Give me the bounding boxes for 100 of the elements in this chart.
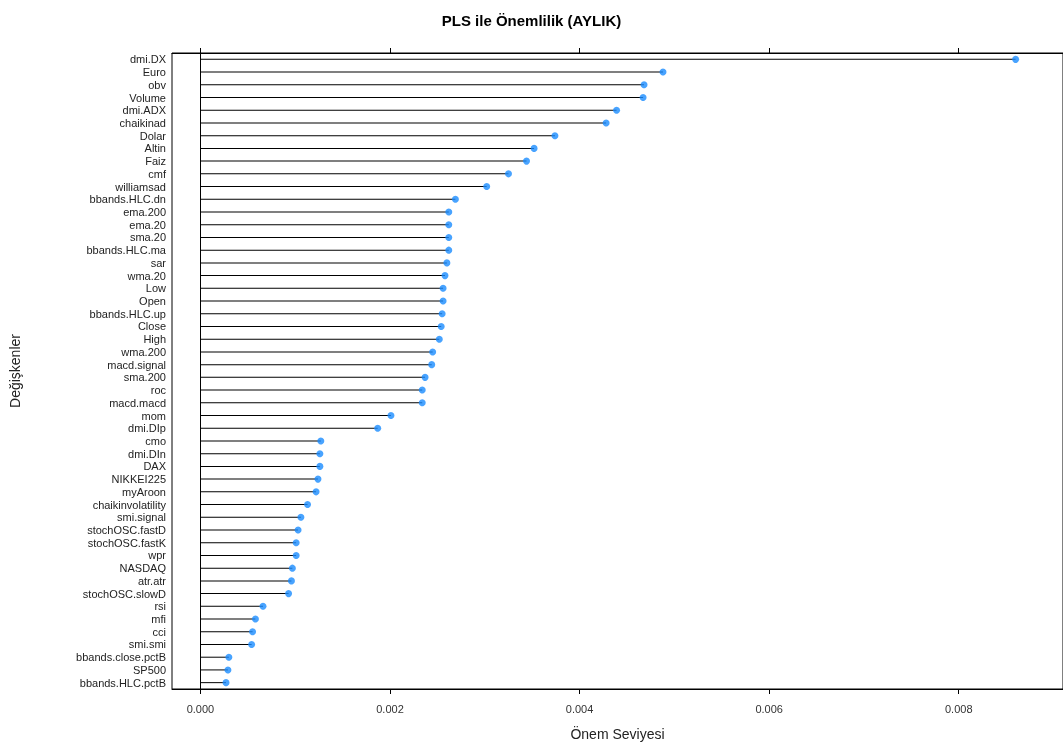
y-tick-label: williamsad <box>114 180 166 193</box>
y-tick-label: SP500 <box>132 663 166 676</box>
y-tick-label: bbands.HLC.dn <box>89 193 166 206</box>
point <box>1012 55 1020 63</box>
point <box>483 183 491 191</box>
chart-title: PLS ile Önemlilik (AYLIK) <box>441 12 622 29</box>
point <box>287 577 295 585</box>
y-tick-label: atr.atr <box>137 574 167 587</box>
y-tick-label: stochOSC.fastD <box>87 524 167 536</box>
y-tick-label: bbands.HLC.pctB <box>79 676 166 689</box>
x-tick-label: 0.008 <box>944 702 973 715</box>
point <box>428 361 436 369</box>
point <box>443 259 451 267</box>
y-tick-label: sma.200 <box>123 371 166 384</box>
point <box>387 412 395 420</box>
y-axis-title: Değişkenler <box>7 333 23 408</box>
point <box>421 373 429 381</box>
x-tick-label: 0.004 <box>565 702 594 715</box>
y-tick-label: sma.20 <box>129 231 166 244</box>
y-tick-label: dmi.DX <box>129 53 167 66</box>
y-tick-label: sar <box>150 256 167 269</box>
y-tick-label: macd.macd <box>109 396 166 409</box>
y-tick-label: Euro <box>142 66 166 79</box>
point <box>429 348 437 356</box>
y-tick-label: myAroon <box>121 485 166 498</box>
y-tick-label: mom <box>141 409 166 422</box>
y-tick-label: stochOSC.fastK <box>87 536 167 549</box>
y-tick-label: smi.smi <box>128 638 166 651</box>
point <box>639 94 647 102</box>
point <box>225 653 233 661</box>
point <box>435 335 443 343</box>
point <box>445 233 453 241</box>
point <box>316 462 324 470</box>
point <box>438 310 446 318</box>
point <box>251 615 259 623</box>
y-tick-label: obv <box>148 78 167 91</box>
y-tick-label: DAX <box>143 460 167 473</box>
point <box>259 602 267 610</box>
y-tick-label: mfi <box>151 613 166 626</box>
y-tick-label: Open <box>139 295 166 308</box>
y-tick-label: rsi <box>154 600 166 613</box>
y-tick-label: Faiz <box>145 155 166 168</box>
point <box>505 170 512 178</box>
point <box>613 106 621 114</box>
y-tick-label: dmi.ADX <box>122 104 167 117</box>
point <box>523 157 530 165</box>
y-tick-label: chaikinad <box>119 116 166 129</box>
point <box>312 488 320 496</box>
x-axis-title: Önem Seviyesi <box>570 725 665 742</box>
point <box>530 144 538 152</box>
y-tick-label: wma.20 <box>126 269 166 282</box>
y-tick-label: bbands.HLC.up <box>89 307 166 320</box>
point <box>441 272 449 280</box>
y-tick-label: roc <box>150 384 167 397</box>
y-tick-label: cmo <box>145 434 166 447</box>
point <box>317 437 325 445</box>
y-tick-label: NIKKEI225 <box>111 473 166 486</box>
point <box>297 513 305 521</box>
point <box>304 501 312 509</box>
x-tick-label: 0.006 <box>755 702 783 715</box>
y-tick-label: dmi.DIp <box>128 422 166 435</box>
y-tick-label: Close <box>137 320 166 333</box>
y-tick-label: ema.20 <box>129 218 166 231</box>
y-tick-label: macd.signal <box>107 358 166 371</box>
y-tick-label: cci <box>152 625 166 638</box>
point <box>374 424 382 432</box>
y-tick-label: bbands.close.pctB <box>76 651 166 664</box>
point <box>249 628 257 636</box>
y-tick-label: ema.200 <box>123 206 166 218</box>
y-tick-label: cmf <box>148 167 167 180</box>
point <box>551 132 559 140</box>
y-tick-label: stochOSC.slowD <box>82 587 167 600</box>
point <box>445 208 453 216</box>
y-tick-label: Volume <box>129 91 166 104</box>
y-tick-label: dmi.DIn <box>128 447 166 460</box>
point <box>222 679 230 687</box>
point <box>445 221 453 229</box>
y-tick-label: Low <box>145 282 167 295</box>
y-tick-label: wpr <box>147 549 167 562</box>
point <box>451 195 459 203</box>
y-tick-label: bbands.HLC.ma <box>86 244 167 257</box>
point <box>248 640 256 648</box>
y-tick-label: High <box>143 333 166 346</box>
point <box>288 564 296 572</box>
point <box>292 551 300 559</box>
y-tick-label: wma.200 <box>120 345 166 358</box>
point <box>285 590 293 598</box>
x-tick-label: 0.002 <box>376 702 404 715</box>
point <box>439 284 447 292</box>
y-tick-label: Dolar <box>139 129 167 142</box>
x-tick-label: 0.000 <box>186 702 215 715</box>
point <box>437 322 445 330</box>
y-tick-label: NASDAQ <box>119 562 167 575</box>
point <box>640 81 648 89</box>
y-tick-label: chaikinvolatility <box>92 498 167 511</box>
point <box>418 399 426 407</box>
point <box>445 246 453 254</box>
y-tick-label: smi.signal <box>117 511 166 524</box>
point <box>418 386 426 394</box>
point <box>316 450 324 458</box>
